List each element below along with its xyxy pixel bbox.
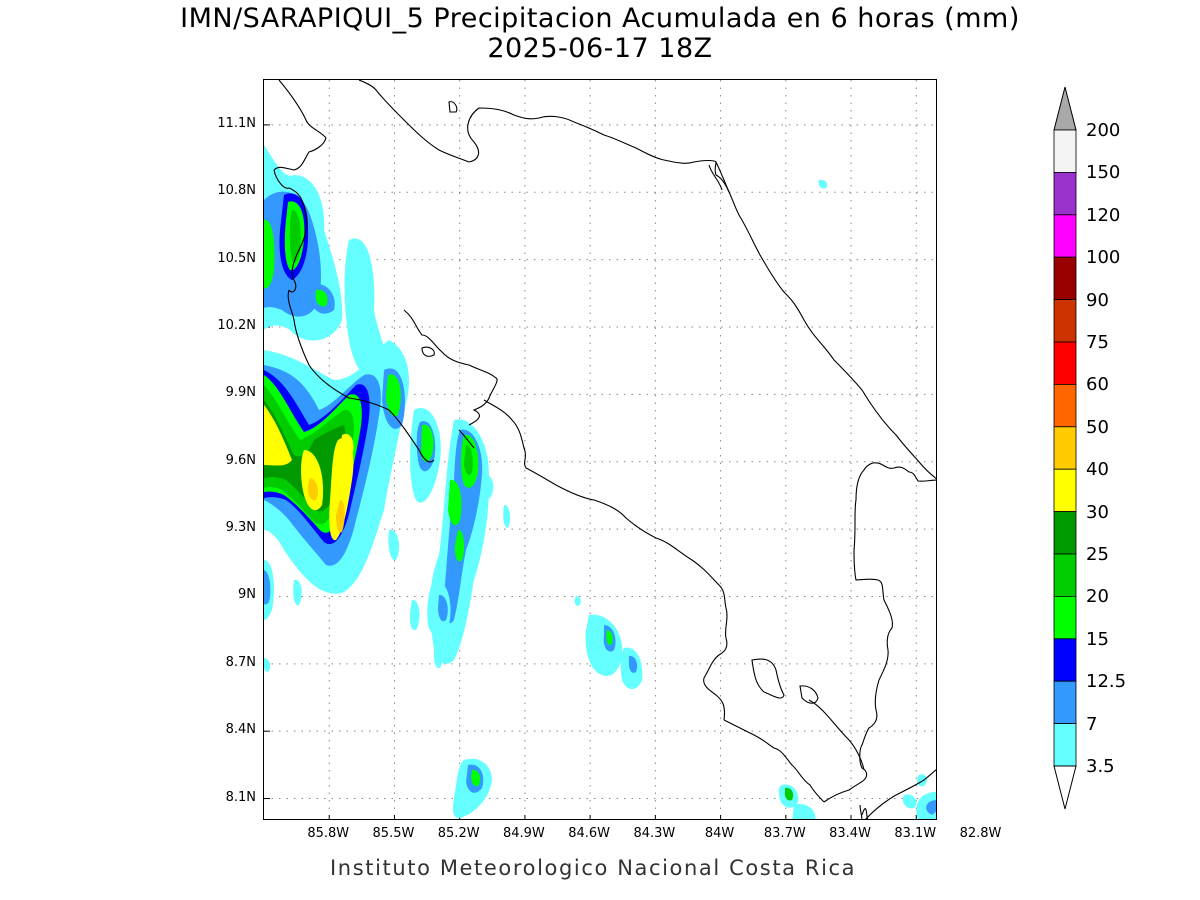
x-tick-label: 83.1W xyxy=(894,826,937,841)
rain-cell-mid xyxy=(382,368,405,429)
y-tick-label: 9N xyxy=(238,587,256,603)
y-tick-label: 10.8N xyxy=(217,183,256,199)
legend-swatch xyxy=(1053,129,1077,173)
footer-credit: Instituto Meteorologico Nacional Costa R… xyxy=(330,856,857,880)
legend-swatch xyxy=(1053,172,1077,216)
x-tick-label: 84.3W xyxy=(633,826,676,841)
legend-swatch xyxy=(1053,468,1077,513)
y-tick-label: 9.3N xyxy=(225,520,256,536)
x-tick-label: 83.4W xyxy=(829,826,871,841)
legend-over-triangle xyxy=(1053,86,1077,131)
y-tick-label: 8.4N xyxy=(225,722,256,738)
legend-swatch xyxy=(1053,299,1077,343)
legend-label: 120 xyxy=(1086,204,1121,226)
legend-label: 12.5 xyxy=(1086,671,1127,693)
legend-label: 100 xyxy=(1086,247,1121,269)
color-legend xyxy=(1053,86,1077,810)
y-tick-label: 9.6N xyxy=(225,452,256,468)
legend-swatch xyxy=(1053,595,1077,640)
y-tick-label: 8.7N xyxy=(225,654,256,670)
legend-swatch xyxy=(1053,214,1077,258)
legend-swatch xyxy=(1053,638,1077,682)
x-tick-label: 82.8W xyxy=(959,826,1002,841)
x-tick-label: 84.9W xyxy=(502,826,545,841)
legend-label: 15 xyxy=(1086,628,1109,650)
x-tick-label: 85.8W xyxy=(307,826,350,841)
precipitation-field xyxy=(264,145,936,819)
x-tick-label: 85.2W xyxy=(437,826,480,841)
y-tick-label: 9.9N xyxy=(225,385,256,401)
legend-label: 30 xyxy=(1086,501,1109,523)
legend-under-triangle xyxy=(1053,765,1077,810)
rain-cell-east xyxy=(410,408,490,664)
y-tick-label: 10.5N xyxy=(217,250,256,266)
legend-label: 7 xyxy=(1086,713,1098,735)
x-tick-label: 84W xyxy=(704,826,735,841)
legend-label: 60 xyxy=(1086,374,1109,396)
legend-label: 75 xyxy=(1086,332,1109,353)
chart-title: IMN/SARAPIQUI_5 Precipitacion Acumulada … xyxy=(0,4,1200,64)
x-tick-label: 85.5W xyxy=(372,826,415,841)
legend-label: 150 xyxy=(1086,162,1121,184)
legend-label: 90 xyxy=(1086,289,1109,311)
legend-label: 25 xyxy=(1086,544,1109,565)
legend-label: 50 xyxy=(1086,416,1109,438)
title-line-2: 2025-06-17 18Z xyxy=(487,33,713,64)
legend-swatch xyxy=(1053,341,1077,385)
legend-swatch xyxy=(1053,680,1077,725)
y-tick-label: 11.1N xyxy=(217,115,256,131)
title-line-1: IMN/SARAPIQUI_5 Precipitacion Acumulada … xyxy=(180,3,1020,34)
y-tick-label: 8.1N xyxy=(225,789,256,805)
legend-swatch xyxy=(1053,723,1077,767)
x-tick-label: 83.7W xyxy=(763,826,806,841)
y-tick-label: 10.2N xyxy=(217,318,256,333)
x-tick-label: 84.6W xyxy=(568,826,611,841)
rain-cell-main xyxy=(264,340,409,594)
legend-swatch xyxy=(1053,383,1077,428)
legend-swatch xyxy=(1053,511,1077,555)
legend-swatch xyxy=(1053,256,1077,300)
legend-label: 3.5 xyxy=(1086,756,1115,777)
rain-cell-coast xyxy=(312,238,391,383)
legend-swatch xyxy=(1053,426,1077,470)
rain-cells-scattered xyxy=(264,179,936,819)
coastline xyxy=(273,80,936,819)
legend-label: 200 xyxy=(1086,120,1121,141)
precipitation-map xyxy=(264,80,936,819)
legend-label: 20 xyxy=(1086,586,1109,608)
legend-swatch xyxy=(1053,553,1077,597)
legend-label: 40 xyxy=(1086,459,1109,481)
map-panel xyxy=(263,79,937,820)
